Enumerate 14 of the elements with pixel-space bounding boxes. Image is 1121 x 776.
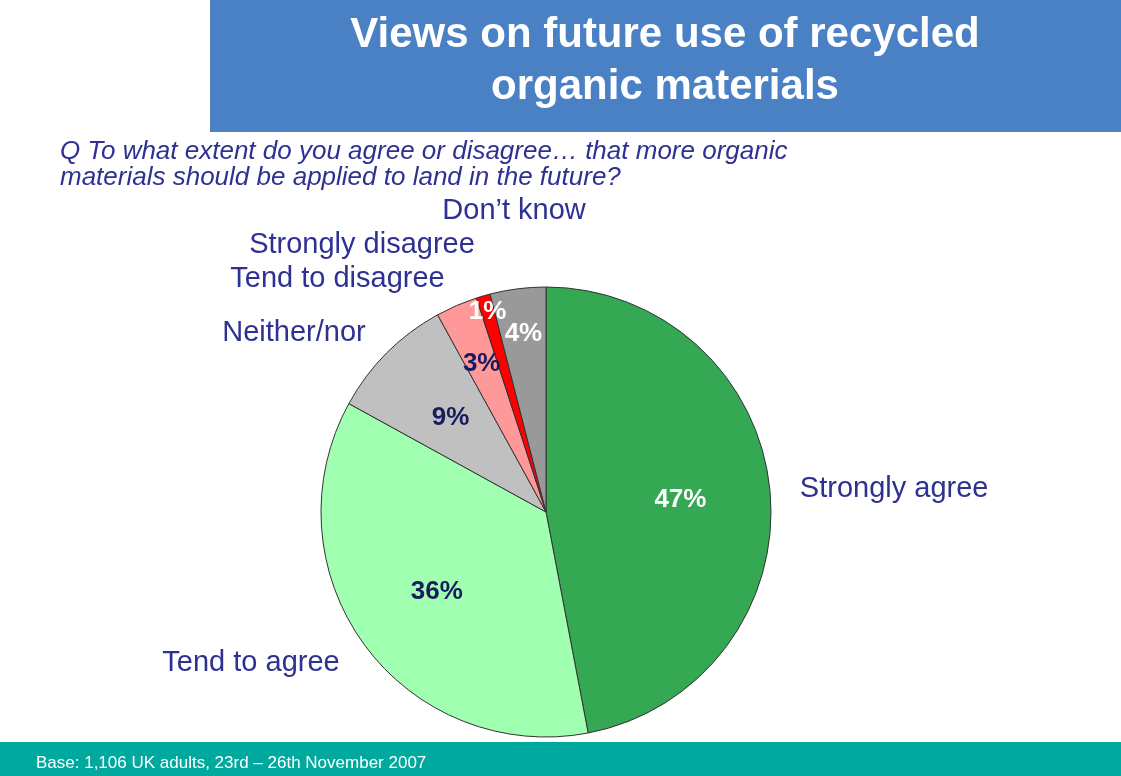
slice-label: Neither/nor	[222, 314, 367, 347]
data-label: 4%	[504, 317, 543, 348]
slice-label: Tend to disagree	[230, 260, 445, 293]
data-label: 36%	[410, 575, 463, 606]
text: Base: 1,106 UK adults, 23rd – 26th November 2007	[36, 753, 427, 772]
data-label: 9%	[431, 400, 470, 431]
chart-title: Views on future use of recycled organic materials	[350, 9, 980, 108]
slice-label: Strongly agree	[799, 471, 989, 503]
chart-subtitle: Q To what extent do you agree or disagree… that more organic materials should be applied to land in the future?	[60, 135, 788, 191]
slice-label: Strongly disagree	[249, 226, 475, 259]
data-label: 1%	[468, 295, 507, 326]
slice-label: Tend to agree	[162, 644, 340, 677]
data-label: 47%	[654, 483, 707, 514]
slice-label: Don’t know	[442, 192, 587, 225]
